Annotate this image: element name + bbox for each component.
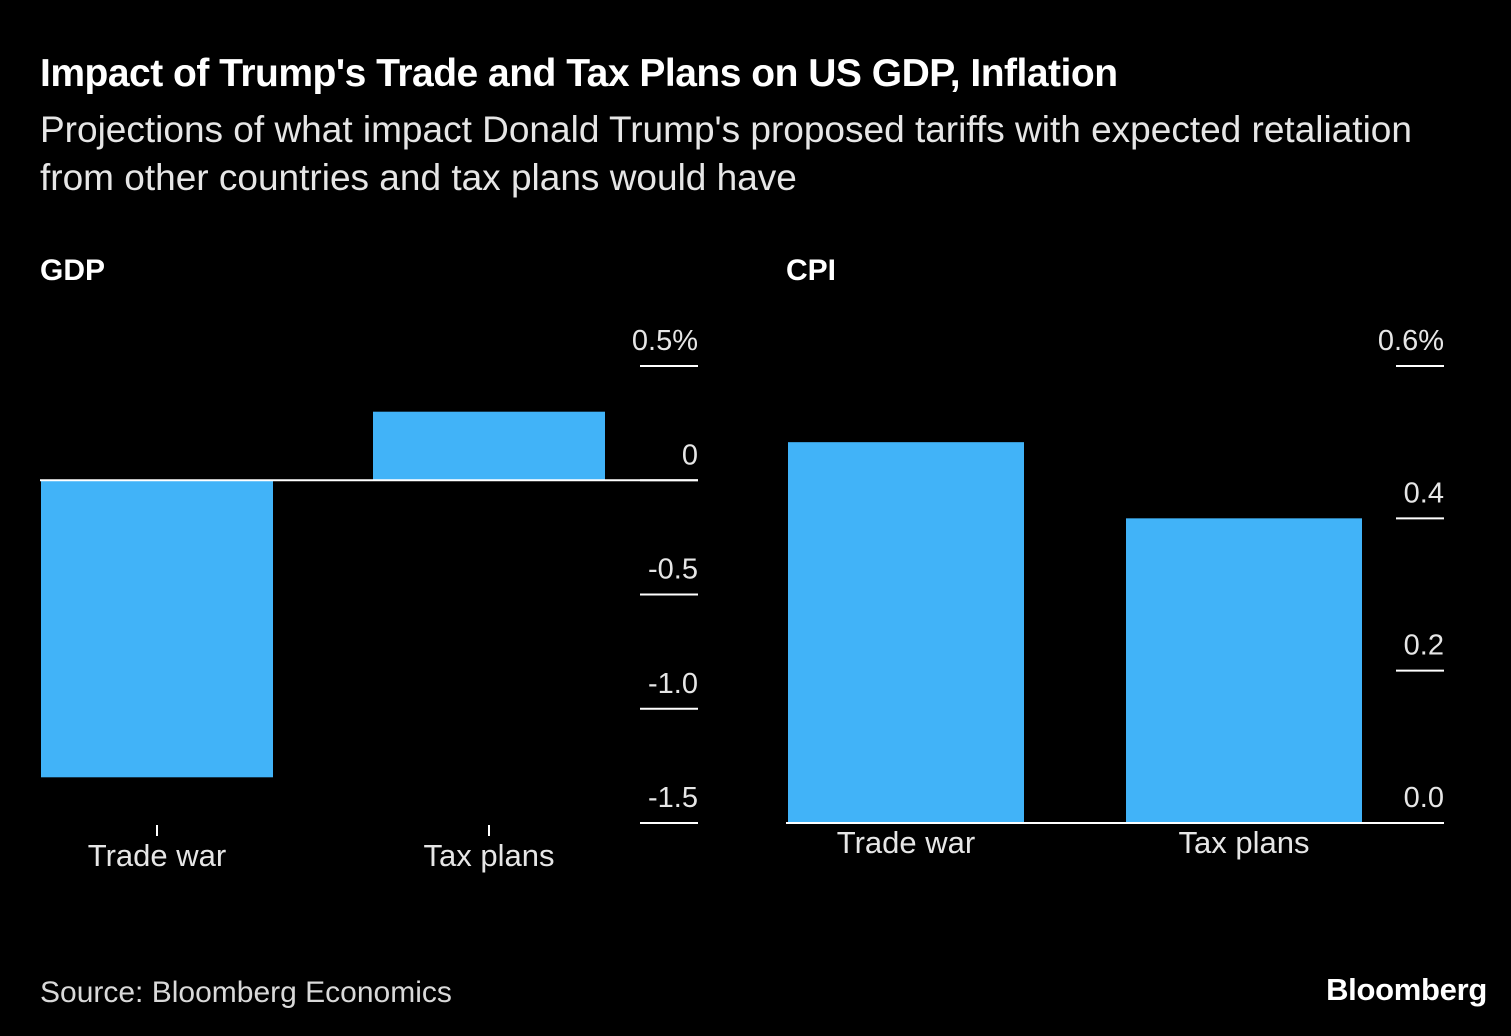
gdp-ytick-label: 0 [682,439,698,471]
source-note: Source: Bloomberg Economics [40,976,452,1009]
gdp-category-label: Tax plans [424,838,555,873]
cpi-ytick-label: 0.2 [1404,630,1444,662]
cpi-category-label: Tax plans [1179,825,1310,860]
gdp-panel-title: GDP [40,254,106,287]
gdp-bar-tax-plans [373,411,605,481]
gdp-bar-trade-war [41,480,273,778]
gdp-category-label: Trade war [88,838,226,873]
cpi-bar-tax-plans [1126,518,1362,823]
cpi-category-label: Trade war [837,825,975,860]
chart-subtitle: Projections of what impact Donald Trump'… [40,109,1412,198]
gdp-ytick-label: -0.5 [648,554,698,586]
gdp-ytick-label: 0.5% [632,325,698,357]
bloomberg-logo: Bloomberg [1326,972,1487,1007]
gdp-ytick-label: -1.5 [648,782,698,814]
gdp-ytick-label: -1.0 [648,668,698,700]
chart-title: Impact of Trump's Trade and Tax Plans on… [40,52,1118,95]
cpi-ytick-label: 0.0 [1404,782,1444,814]
cpi-ytick-label: 0.4 [1404,477,1444,509]
cpi-ytick-label: 0.6% [1378,325,1444,357]
cpi-bar-trade-war [788,442,1024,823]
cpi-panel-title: CPI [786,254,837,287]
